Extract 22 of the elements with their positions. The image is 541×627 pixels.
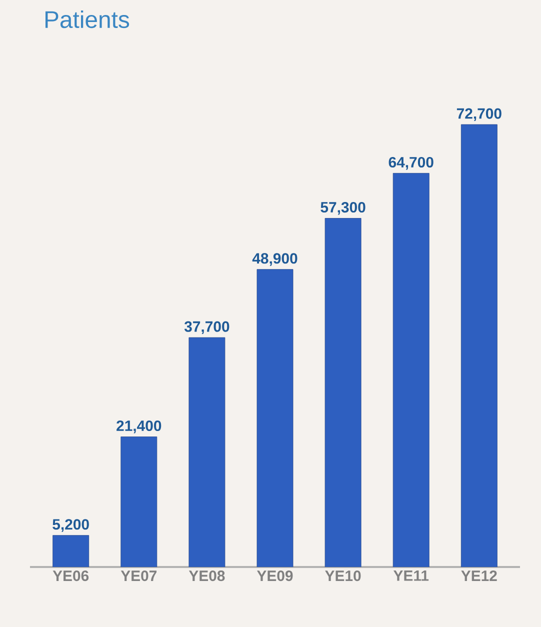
x-tick-label: YE07 xyxy=(120,570,157,582)
bar xyxy=(120,436,158,567)
x-tick-label: YE11 xyxy=(394,570,429,581)
x-tick-label: YE12 xyxy=(461,570,497,581)
bar xyxy=(324,218,362,567)
bar xyxy=(460,124,498,567)
chart-title: Patients xyxy=(45,10,130,28)
x-tick-label: YE10 xyxy=(325,570,361,582)
bar xyxy=(188,337,226,567)
x-tick-label: YE06 xyxy=(52,570,89,582)
data-label: 57,300 xyxy=(320,202,366,215)
data-label: 72,700 xyxy=(456,108,502,121)
bar xyxy=(392,173,430,567)
x-tick-label: YE08 xyxy=(188,570,225,582)
data-label: 21,400 xyxy=(116,420,162,434)
bar xyxy=(256,269,294,567)
x-tick-label: YE09 xyxy=(256,570,293,582)
bar xyxy=(52,535,90,567)
data-label: 37,700 xyxy=(184,321,230,334)
data-label: 64,700 xyxy=(388,156,434,170)
data-label: 48,900 xyxy=(252,253,298,266)
data-label: 5,200 xyxy=(52,519,89,532)
